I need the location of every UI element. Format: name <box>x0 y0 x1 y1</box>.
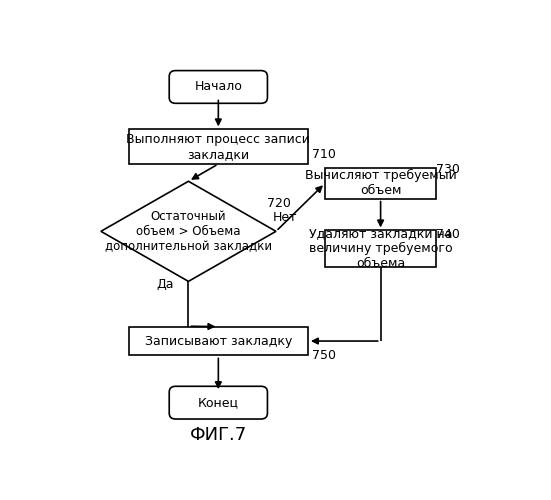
Bar <box>325 168 436 198</box>
Text: Выполняют процесс записи
закладки: Выполняют процесс записи закладки <box>126 132 310 160</box>
FancyBboxPatch shape <box>169 386 267 419</box>
FancyBboxPatch shape <box>169 70 267 104</box>
Text: Удаляют закладки на
величину требуемого
объема: Удаляют закладки на величину требуемого … <box>309 227 452 270</box>
Bar <box>128 130 308 164</box>
Text: Вычисляют требуемый
объем: Вычисляют требуемый объем <box>305 169 456 197</box>
Text: Остаточный
объем > Объема
дополнительной закладки: Остаточный объем > Объема дополнительной… <box>105 210 272 253</box>
Text: ФИГ.7: ФИГ.7 <box>190 426 247 444</box>
Text: Да: Да <box>156 278 174 290</box>
Text: 750: 750 <box>312 349 336 362</box>
Text: Записывают закладку: Записывают закладку <box>145 334 292 347</box>
Text: Начало: Начало <box>195 80 242 94</box>
Text: Конец: Конец <box>198 396 239 409</box>
Text: Нет: Нет <box>272 210 297 224</box>
Text: 710: 710 <box>312 148 336 161</box>
Bar <box>128 326 308 356</box>
Text: 740: 740 <box>436 228 460 241</box>
Bar <box>325 230 436 267</box>
Polygon shape <box>101 182 276 282</box>
Text: 730: 730 <box>436 164 460 176</box>
Text: 720: 720 <box>267 197 291 210</box>
